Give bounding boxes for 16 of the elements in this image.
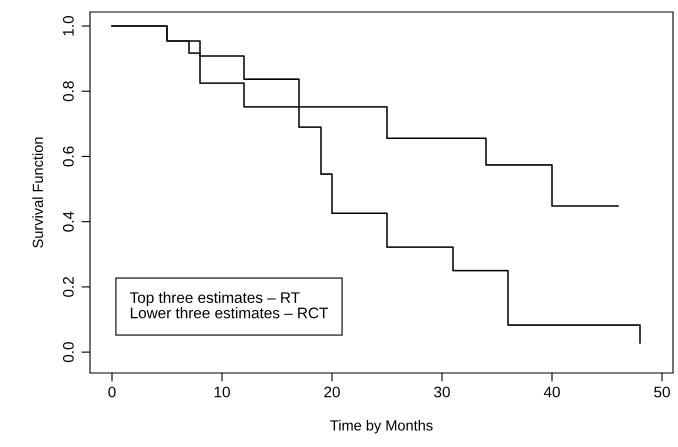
y-tick-label: 0.2 (62, 277, 74, 297)
y-tick-label: 0.4 (62, 212, 74, 232)
x-tick-label: 40 (544, 386, 560, 398)
y-tick-label: 1.0 (62, 16, 74, 36)
y-axis-title: Survival Function (32, 138, 44, 248)
y-tick-label: 0.0 (62, 342, 74, 362)
x-tick-label: 50 (654, 386, 670, 398)
x-axis-title: Time by Months (330, 420, 433, 434)
annotation: Lower three estimates – RCT (130, 307, 328, 318)
y-tick-label: 0.8 (62, 81, 74, 102)
x-tick-label: 30 (434, 386, 450, 398)
annotation: Top three estimates – RT (130, 292, 300, 306)
x-tick-label: 0 (108, 386, 116, 398)
x-tick-label: 10 (214, 386, 230, 398)
x-tick-label: 20 (324, 386, 340, 398)
y-tick-label: 0.6 (62, 146, 74, 166)
